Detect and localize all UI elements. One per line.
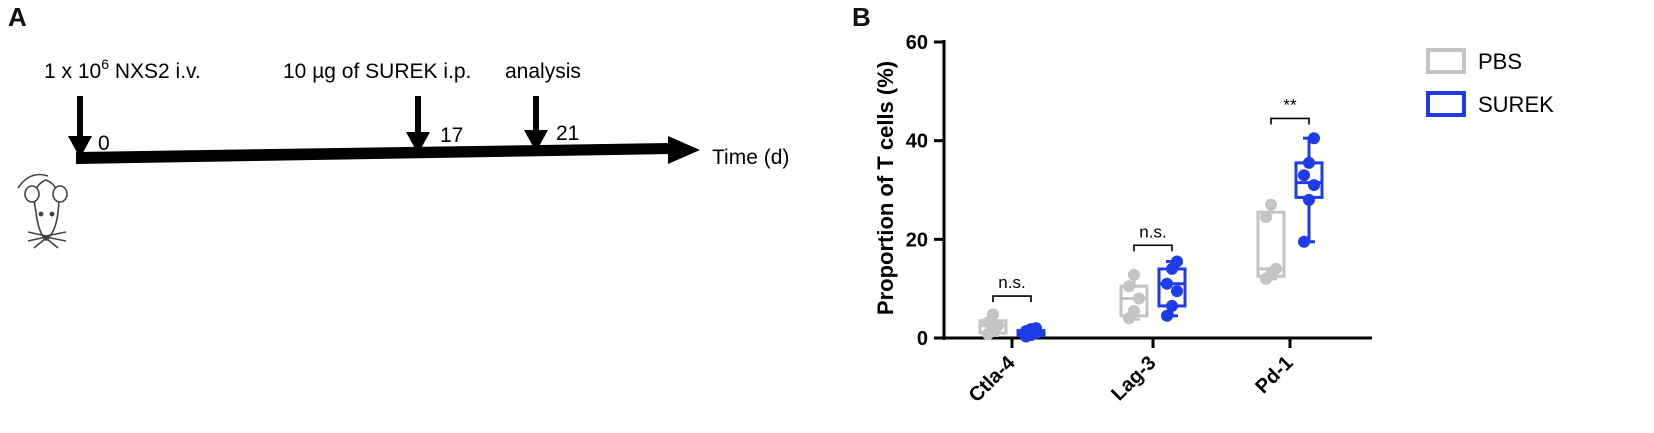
data-point [1161, 277, 1173, 290]
mouse-icon [17, 173, 68, 249]
data-point [1298, 169, 1310, 182]
data-point [1133, 292, 1145, 305]
box-pbs-pd-1 [1256, 198, 1286, 285]
x-tick-label: Ctla-4 [965, 351, 1020, 406]
legend-swatch-pbs [1426, 48, 1466, 74]
y-tick-label: 0 [917, 328, 928, 350]
box-surek-ctla-4 [1016, 322, 1046, 343]
significance-bracket [1133, 244, 1173, 252]
data-point [1270, 262, 1282, 275]
timeline-diagram: 1 x 106 NXS2 i.v. 10 µg of SUREK i.p. an… [17, 56, 789, 249]
data-point [1298, 235, 1310, 248]
legend-label-pbs: PBS [1478, 49, 1522, 74]
event-label-analysis: analysis [505, 60, 581, 83]
day-label-17: 17 [440, 124, 463, 147]
day-label-0: 0 [98, 132, 110, 155]
data-point [1161, 309, 1173, 322]
event-arrow-day0 [68, 96, 92, 158]
x-tick-label: Pd-1 [1251, 352, 1297, 398]
panel-a-label: A [8, 2, 27, 32]
box-pbs-lag-3 [1119, 268, 1149, 325]
y-tick-label: 20 [906, 229, 928, 251]
event-arrow-day17 [406, 96, 430, 154]
data-point [1030, 322, 1042, 335]
data-point [1128, 304, 1140, 317]
significance-label: n.s. [998, 273, 1025, 292]
data-point [1265, 198, 1277, 211]
data-point [1171, 285, 1183, 298]
y-axis-label: Proportion of T cells (%) [873, 61, 898, 315]
time-axis-arrow [76, 136, 700, 164]
event-label-inoculation: 1 x 106 NXS2 i.v. [44, 56, 201, 83]
box-surek-lag-3 [1157, 255, 1187, 322]
legend-label-surek: SUREK [1478, 92, 1554, 117]
panel-b-label: B [852, 2, 871, 32]
day-label-21: 21 [556, 122, 579, 145]
significance-bracket [1270, 117, 1310, 125]
event-label-treatment: 10 µg of SUREK i.p. [283, 60, 471, 83]
data-point [992, 319, 1004, 332]
box-pbs-ctla-4 [978, 308, 1008, 341]
data-point [1166, 299, 1178, 312]
data-point [1303, 193, 1315, 206]
x-tick-label: Lag-3 [1107, 352, 1160, 405]
event-arrow-day21 [524, 96, 548, 152]
time-axis-label: Time (d) [712, 146, 789, 169]
data-point [1308, 132, 1320, 145]
significance-label: n.s. [1139, 222, 1166, 241]
legend-swatch-surek [1426, 91, 1466, 117]
chart-legend: PBS SUREK [1426, 48, 1554, 117]
y-tick-label: 40 [906, 131, 928, 153]
chart-axes: 0 20 40 60 Ctla-4 Lag-3 Pd-1 [906, 32, 1372, 407]
significance-bracket [992, 295, 1032, 303]
data-point [1123, 280, 1135, 293]
data-point [1303, 156, 1315, 169]
data-point [987, 308, 999, 321]
data-point [1308, 179, 1320, 192]
box-surek-pd-1 [1294, 132, 1324, 248]
significance-label: ** [1283, 95, 1297, 114]
data-point [1128, 268, 1140, 281]
data-point [1171, 255, 1183, 268]
data-point [1260, 211, 1272, 224]
y-tick-label: 60 [906, 32, 928, 54]
chart-marks: n.s. n.s. ** [978, 95, 1324, 343]
